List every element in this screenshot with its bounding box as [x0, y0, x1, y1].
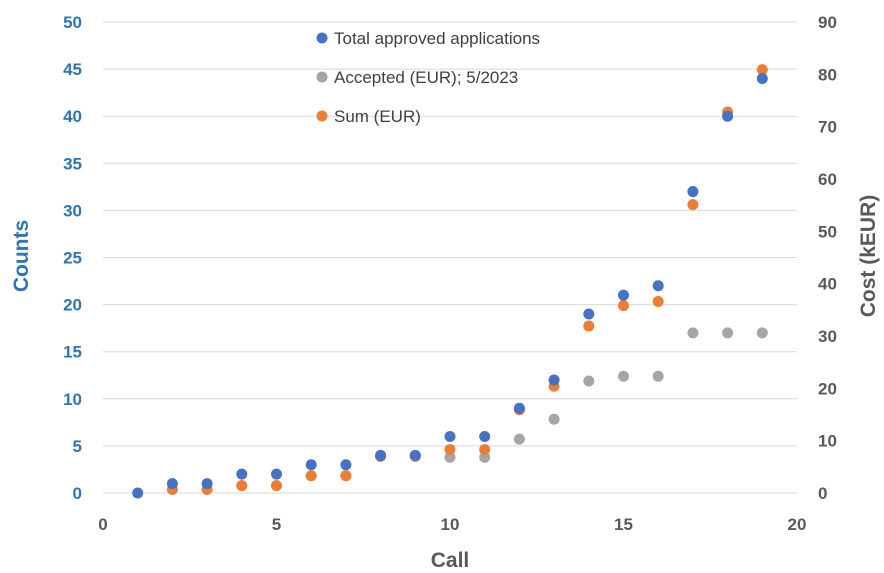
x-tick-label: 0: [98, 515, 107, 534]
left-tick-label: 20: [63, 296, 82, 315]
data-point: [271, 480, 282, 492]
data-point: [618, 370, 629, 382]
right-tick-label: 50: [818, 222, 837, 241]
data-point: [132, 487, 144, 499]
tick-labels: 0 5 10 15 20 25 30 35 40 45 50 0 10 20 30 40 50 60 70 80 90 0…: [63, 13, 837, 534]
data-point: [305, 470, 317, 482]
data-point: [340, 470, 352, 482]
data-point: [583, 308, 595, 320]
x-tick-label: 10: [441, 515, 460, 534]
data-point: [548, 374, 560, 386]
left-tick-label: 30: [63, 201, 82, 220]
data-point: [375, 449, 387, 461]
left-tick-label: 40: [63, 107, 82, 126]
data-point: [513, 402, 525, 414]
legend: Total approved applications Accepted (EUR…: [316, 29, 540, 126]
right-tick-label: 10: [818, 432, 837, 451]
data-points: [132, 64, 768, 499]
data-point: [340, 459, 352, 471]
x-axis-title: Call: [431, 549, 470, 572]
data-point: [444, 430, 456, 442]
data-point: [687, 199, 699, 211]
data-point: [236, 480, 248, 492]
legend-marker: [316, 71, 328, 83]
data-point: [201, 478, 213, 490]
data-point: [618, 300, 629, 312]
legend-marker: [316, 32, 328, 44]
right-tick-label: 90: [818, 13, 837, 32]
left-axis-title: Counts: [10, 220, 33, 292]
data-point: [652, 295, 664, 307]
data-point: [756, 64, 768, 76]
right-axis-title: Cost (kEUR): [857, 195, 880, 318]
left-tick-label: 50: [63, 13, 82, 32]
left-tick-label: 15: [63, 343, 82, 362]
legend-label: Total approved applications: [334, 29, 540, 48]
data-point: [305, 459, 317, 471]
right-tick-label: 70: [818, 118, 837, 137]
data-point: [444, 451, 456, 463]
right-tick-label: 0: [818, 484, 827, 503]
left-tick-label: 35: [63, 154, 82, 173]
left-tick-label: 45: [63, 60, 82, 79]
data-point: [583, 320, 595, 332]
right-tick-label: 20: [818, 379, 837, 398]
left-tick-label: 0: [73, 484, 82, 503]
legend-label: Sum (EUR): [334, 107, 421, 126]
data-point: [444, 444, 456, 456]
right-tick-label: 80: [818, 65, 837, 84]
data-point: [618, 289, 629, 301]
data-point: [409, 449, 421, 461]
left-tick-label: 25: [63, 249, 82, 268]
data-point: [687, 186, 699, 198]
data-point: [652, 370, 664, 382]
data-point: [513, 433, 525, 445]
data-point: [722, 110, 734, 122]
data-point: [271, 468, 282, 480]
data-point: [479, 430, 491, 442]
data-point: [166, 478, 178, 490]
right-tick-label: 30: [818, 327, 837, 346]
data-point: [583, 375, 595, 387]
data-point: [722, 327, 734, 339]
x-tick-label: 5: [272, 515, 281, 534]
data-point: [756, 73, 768, 85]
left-tick-label: 10: [63, 390, 82, 409]
data-point: [756, 327, 768, 339]
right-tick-label: 60: [818, 170, 837, 189]
x-tick-label: 15: [614, 515, 633, 534]
x-tick-label: 20: [788, 515, 807, 534]
legend-label: Accepted (EUR); 5/2023: [334, 68, 518, 87]
data-point: [479, 451, 491, 463]
data-point: [548, 413, 560, 425]
legend-marker: [316, 110, 328, 122]
data-point: [687, 327, 699, 339]
left-tick-label: 5: [73, 437, 82, 456]
data-point: [236, 468, 248, 480]
data-point: [652, 280, 664, 292]
right-tick-label: 40: [818, 275, 837, 294]
data-point: [479, 444, 491, 456]
gridlines: [103, 21, 797, 494]
